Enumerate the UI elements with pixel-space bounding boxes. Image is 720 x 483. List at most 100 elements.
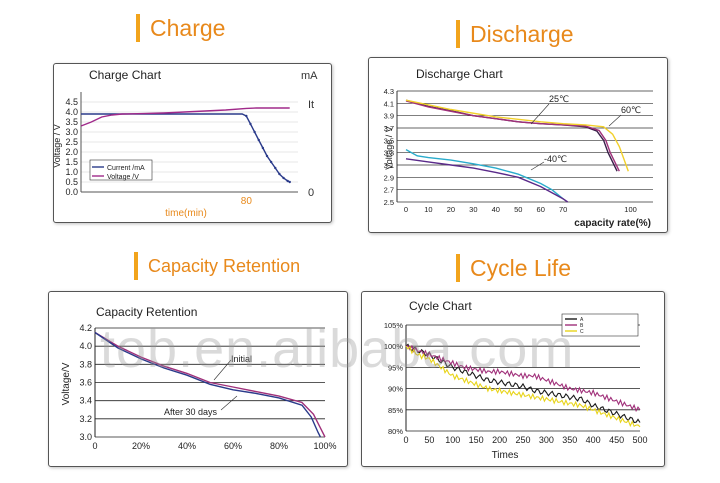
y-tick-label: 0.5 xyxy=(65,177,78,187)
discharge-chart: Discharge Chart 4.3 4.1 3.9 3.7 3.5 3.3 3.1 2.9 2… xyxy=(384,67,653,229)
current-point xyxy=(253,130,256,134)
y-axis-label: Voltage / V xyxy=(54,124,62,168)
y-tick-label: 4.5 xyxy=(65,97,78,107)
x-tick-label: 60% xyxy=(224,441,242,451)
section-bar xyxy=(136,14,140,42)
x-tick-label: 0 xyxy=(403,435,408,445)
current-point xyxy=(245,114,248,118)
current-point xyxy=(282,176,285,180)
y-tick-label: 3.5 xyxy=(65,117,78,127)
x-tick-label: 450 xyxy=(609,435,624,445)
right-axis-label-top: mA xyxy=(301,70,318,82)
y-tick-label: 4.1 xyxy=(384,99,394,108)
cycle-panel: Cycle Chart 105% 100% 95% 90% 85% 80% 0 50 100 150… xyxy=(361,291,665,467)
y-tick-label: 3.5 xyxy=(384,136,394,145)
x-tick-label: 20% xyxy=(132,441,150,451)
x-tick-label: 80% xyxy=(270,441,288,451)
section-bar xyxy=(134,252,138,280)
x-tick-label: 30 xyxy=(469,205,477,214)
series-line-25- xyxy=(405,99,618,172)
y-tick-label: 0.0 xyxy=(65,187,78,197)
series-line-a xyxy=(405,343,641,424)
capacity-chart: Capacity Retention 4.2 4.0 3.8 3.6 3.4 3.2 3.00… xyxy=(61,305,337,451)
current-point xyxy=(269,160,273,164)
annotation-leader xyxy=(220,395,238,411)
series-line--40-b xyxy=(405,158,569,203)
capacity-panel: Capacity Retention 4.2 4.0 3.8 3.6 3.4 3.2 3.0 0… xyxy=(48,291,348,467)
x-axis-label: time(min) xyxy=(165,208,207,219)
charge-chart: Charge Chart mA It 0 4.54.03.53.02.52.01.51.… xyxy=(54,68,318,219)
chart-title: Discharge Chart xyxy=(416,67,503,81)
x-tick-label: 400 xyxy=(586,435,601,445)
y-tick-label: 85% xyxy=(388,406,403,415)
x-tick-label: 0 xyxy=(92,441,97,451)
y-tick-label: 3.3 xyxy=(384,149,394,158)
annotation-25c: 25℃ xyxy=(549,94,569,104)
current-point xyxy=(265,154,269,158)
current-point xyxy=(274,166,277,170)
current-point xyxy=(288,180,291,184)
y-tick-label: 80% xyxy=(388,427,403,436)
legend-box xyxy=(89,159,153,181)
annotation-leader xyxy=(608,114,622,127)
x-tick-label: 50 xyxy=(424,435,434,445)
series-line-25-b xyxy=(405,100,620,172)
current-point xyxy=(261,146,265,150)
series-line-60- xyxy=(405,99,629,172)
x-tick-label: 300 xyxy=(539,435,554,445)
y-tick-label: 3.4 xyxy=(79,396,92,406)
x-tick-label: 10 xyxy=(424,205,432,214)
y-tick-label: 2.5 xyxy=(384,198,394,207)
section-title-cycle: Cycle Life xyxy=(456,254,571,282)
current-point xyxy=(278,172,281,176)
section-bar xyxy=(456,20,460,48)
legend: Current /mA Voltage /V xyxy=(89,159,153,181)
y-tick-label: 3.6 xyxy=(79,378,92,388)
x-tick-label: 50 xyxy=(514,205,522,214)
y-tick-label: 4.2 xyxy=(79,323,92,333)
y-tick-label: 3.1 xyxy=(384,161,394,170)
x-tick-label: 100 xyxy=(445,435,460,445)
y-tick-label: 4.3 xyxy=(384,87,394,96)
annotation-60c: 60℃ xyxy=(621,105,641,115)
x-tick-label: 60 xyxy=(537,205,545,214)
y-tick-label: 2.5 xyxy=(65,137,78,147)
section-title-discharge: Discharge xyxy=(456,20,574,48)
section-bar xyxy=(456,254,460,282)
legend-label: A xyxy=(580,317,584,323)
y-tick-label: 3.2 xyxy=(79,414,92,424)
x-tick-label: 100 xyxy=(624,205,637,214)
y-tick-label: 3.0 xyxy=(79,432,92,442)
y-tick-label: 3.7 xyxy=(384,124,394,133)
series-line-initial xyxy=(94,331,326,438)
x-tick-label: 500 xyxy=(632,435,647,445)
x-axis-label: capacity rate(%) xyxy=(574,218,651,229)
legend-label: Current /mA xyxy=(107,165,145,172)
y-tick-label: 90% xyxy=(388,385,403,394)
x-tick-label: 70 xyxy=(559,205,567,214)
y-tick-label: 100% xyxy=(384,342,404,351)
cycle-chart: Cycle Chart 105% 100% 95% 90% 85% 80%0 50 100 150… xyxy=(384,299,648,461)
series-line-b xyxy=(405,344,641,413)
x-tick-label: 40 xyxy=(492,205,500,214)
right-axis-label-bottom: 0 xyxy=(308,187,314,199)
chart-title: Charge Chart xyxy=(89,68,162,82)
y-tick-label: 2.0 xyxy=(65,147,78,157)
legend: ABC xyxy=(561,313,639,337)
current-point xyxy=(249,122,252,126)
charge-panel: Charge Chart mA It 0 4.5 4.0 3.5 3.0 2.5 2.0 1.5 1.… xyxy=(53,63,332,223)
y-tick-label: 2.7 xyxy=(384,186,394,195)
x-tick-label: 150 xyxy=(469,435,484,445)
section-title-capacity: Capacity Retention xyxy=(134,252,300,280)
annotation-minus40c: -40℃ xyxy=(544,154,567,164)
x-tick-label: 0 xyxy=(404,205,408,214)
section-label: Charge xyxy=(150,14,226,41)
series-line-c xyxy=(405,345,641,428)
y-axis-label: Voltage / V xyxy=(384,126,394,170)
discharge-panel: Discharge Chart 4.3 4.1 3.9 3.7 3.5 3.3 3.1 2.9 2… xyxy=(368,57,668,233)
x-tick-label: 80 xyxy=(241,196,253,207)
section-label: Capacity Retention xyxy=(148,255,301,276)
x-axis-label: Times xyxy=(492,450,519,461)
y-axis-label: Voltage/V xyxy=(61,362,72,405)
legend-label: Voltage /V xyxy=(107,174,139,181)
